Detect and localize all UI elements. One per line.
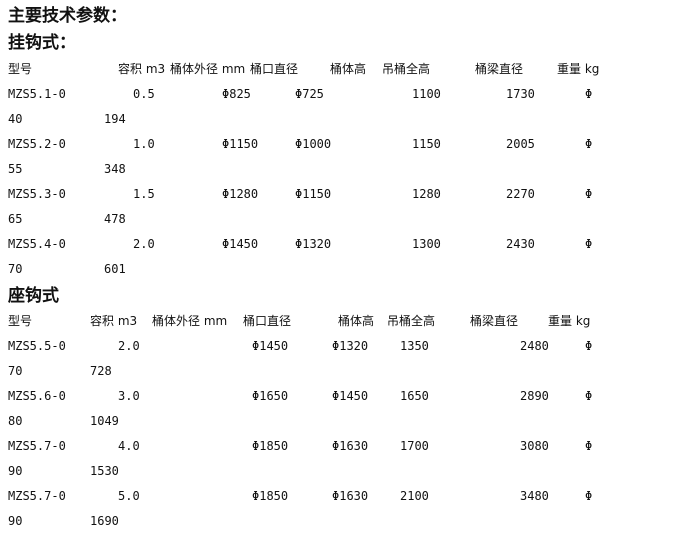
table-cell-beam-cont: 90 (8, 514, 23, 528)
table-cell-model: MZS5.7-0 (8, 439, 66, 453)
table-cell-beam: Φ (585, 87, 593, 101)
column-header: 桶体外径 mm (170, 62, 246, 76)
table-cell-beam-cont: 70 (8, 364, 23, 378)
column-header: 桶体高 (338, 314, 375, 328)
table-cell-outer: Φ1850 (252, 439, 289, 453)
section-heading: 座钩式 (8, 286, 59, 306)
table-cell-model: MZS5.4-0 (8, 237, 66, 251)
table-cell-beam: Φ (585, 237, 593, 251)
table-cell-model: MZS5.1-0 (8, 87, 66, 101)
table-cell-total: 2890 (520, 389, 549, 403)
table-cell-weight: 728 (90, 364, 112, 378)
column-header: 桶梁直径 (470, 314, 519, 328)
table-cell-mouth: Φ725 (295, 87, 324, 101)
table-cell-beam: Φ (585, 339, 593, 353)
column-header: 重量 kg (548, 314, 591, 328)
table-cell-height: 2100 (400, 489, 429, 503)
column-header: 桶口直径 (243, 314, 292, 328)
column-header: 桶口直径 (250, 62, 299, 76)
table-cell-total: 2430 (506, 237, 535, 251)
table-cell-volume: 1.5 (133, 187, 155, 201)
table-cell-height: 1100 (412, 87, 441, 101)
column-header: 桶体高 (330, 62, 367, 76)
table-cell-beam-cont: 55 (8, 162, 23, 176)
table-cell-model: MZS5.7-0 (8, 489, 66, 503)
table-cell-height: 1150 (412, 137, 441, 151)
table-cell-beam: Φ (585, 137, 593, 151)
table-cell-weight: 1530 (90, 464, 119, 478)
table-cell-outer: Φ1280 (222, 187, 259, 201)
table-cell-model: MZS5.5-0 (8, 339, 66, 353)
table-cell-height: 1280 (412, 187, 441, 201)
table-cell-beam-cont: 80 (8, 414, 23, 428)
table-cell-model: MZS5.6-0 (8, 389, 66, 403)
column-header: 容积 m3 (118, 62, 166, 76)
table-cell-total: 2005 (506, 137, 535, 151)
table-cell-beam-cont: 70 (8, 262, 23, 276)
table-cell-outer: Φ1150 (222, 137, 259, 151)
table-cell-height: 1350 (400, 339, 429, 353)
table-cell-volume: 0.5 (133, 87, 155, 101)
column-header: 型号 (8, 62, 33, 76)
table-cell-mouth: Φ1320 (295, 237, 332, 251)
table-cell-model: MZS5.3-0 (8, 187, 66, 201)
table-cell-weight: 601 (104, 262, 126, 276)
table-cell-mouth: Φ1630 (332, 439, 369, 453)
table-cell-outer: Φ1850 (252, 489, 289, 503)
table-cell-mouth: Φ1630 (332, 489, 369, 503)
table-cell-total: 3480 (520, 489, 549, 503)
table-cell-volume: 1.0 (133, 137, 155, 151)
table-cell-height: 1700 (400, 439, 429, 453)
table-cell-outer: Φ1450 (252, 339, 289, 353)
table-cell-weight: 348 (104, 162, 126, 176)
table-cell-beam-cont: 65 (8, 212, 23, 226)
table-cell-outer: Φ1650 (252, 389, 289, 403)
table-cell-volume: 2.0 (118, 339, 140, 353)
column-header: 吊桶全高 (387, 314, 436, 328)
table-cell-model: MZS5.2-0 (8, 137, 66, 151)
column-header: 型号 (8, 314, 33, 328)
column-header: 重量 kg (557, 62, 600, 76)
table-cell-beam: Φ (585, 489, 593, 503)
table-cell-mouth: Φ1000 (295, 137, 332, 151)
table-cell-beam: Φ (585, 389, 593, 403)
table-cell-beam-cont: 90 (8, 464, 23, 478)
table-cell-weight: 194 (104, 112, 126, 126)
table-cell-weight: 1690 (90, 514, 119, 528)
column-header: 桶梁直径 (475, 62, 524, 76)
column-header: 桶体外径 mm (152, 314, 228, 328)
table-cell-total: 2270 (506, 187, 535, 201)
table-cell-mouth: Φ1320 (332, 339, 369, 353)
column-header: 容积 m3 (90, 314, 138, 328)
table-cell-outer: Φ825 (222, 87, 251, 101)
table-cell-height: 1300 (412, 237, 441, 251)
table-cell-volume: 4.0 (118, 439, 140, 453)
page-title: 主要技术参数： (8, 6, 127, 26)
column-header: 吊桶全高 (382, 62, 431, 76)
table-cell-total: 2480 (520, 339, 549, 353)
table-cell-outer: Φ1450 (222, 237, 259, 251)
table-cell-beam: Φ (585, 187, 593, 201)
table-cell-total: 3080 (520, 439, 549, 453)
table-cell-volume: 2.0 (133, 237, 155, 251)
section-heading: 挂钩式： (8, 33, 76, 53)
table-cell-beam: Φ (585, 439, 593, 453)
table-cell-total: 1730 (506, 87, 535, 101)
table-cell-weight: 478 (104, 212, 126, 226)
table-cell-mouth: Φ1150 (295, 187, 332, 201)
table-cell-volume: 5.0 (118, 489, 140, 503)
table-cell-weight: 1049 (90, 414, 119, 428)
table-cell-height: 1650 (400, 389, 429, 403)
table-cell-volume: 3.0 (118, 389, 140, 403)
table-cell-mouth: Φ1450 (332, 389, 369, 403)
table-cell-beam-cont: 40 (8, 112, 23, 126)
